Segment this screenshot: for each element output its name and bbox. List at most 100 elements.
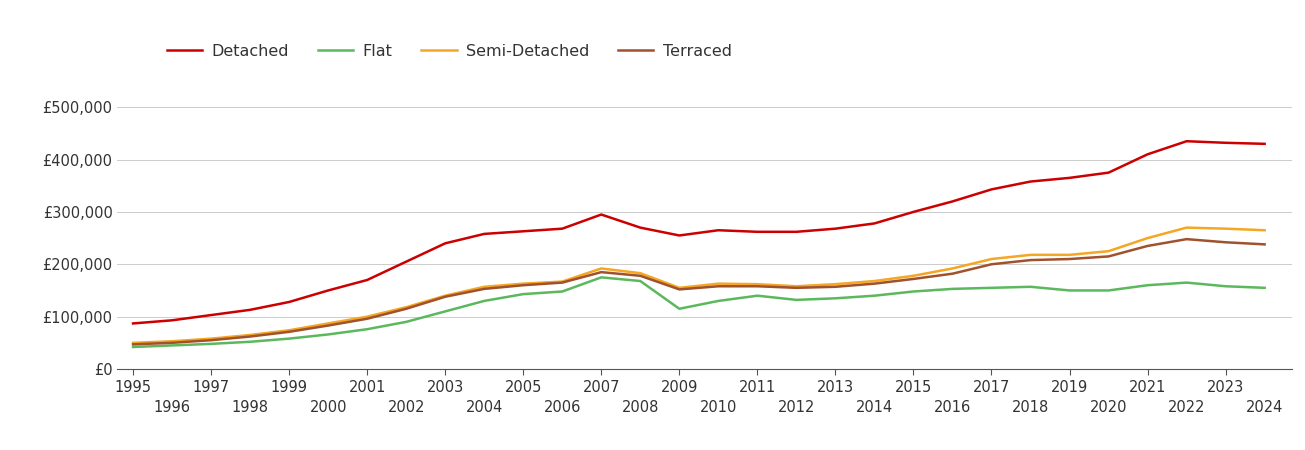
Detached: [1100, 170, 1116, 176]
Semi-Detached: [125, 340, 141, 346]
Line: Flat: Flat: [133, 277, 1265, 347]
Terraced: [1100, 254, 1116, 259]
Semi-Detached: [672, 285, 688, 291]
Detached: [633, 225, 649, 230]
Flat: [788, 297, 804, 302]
Semi-Detached: [476, 284, 492, 289]
Terraced: [788, 285, 804, 291]
Detached: [867, 221, 882, 226]
Semi-Detached: [320, 321, 335, 326]
Flat: [320, 332, 335, 337]
Semi-Detached: [164, 338, 180, 344]
Flat: [1178, 280, 1194, 285]
Semi-Detached: [594, 266, 609, 271]
Flat: [867, 293, 882, 298]
Detached: [1218, 140, 1233, 145]
Legend: Detached, Flat, Semi-Detached, Terraced: Detached, Flat, Semi-Detached, Terraced: [161, 37, 739, 65]
Detached: [788, 229, 804, 234]
Flat: [672, 306, 688, 311]
Flat: [749, 293, 765, 298]
Terraced: [437, 294, 453, 299]
Semi-Detached: [1218, 226, 1233, 231]
Terraced: [867, 281, 882, 286]
Detached: [515, 229, 531, 234]
Line: Detached: Detached: [133, 141, 1265, 324]
Flat: [555, 289, 570, 294]
Terraced: [633, 273, 649, 279]
Semi-Detached: [788, 284, 804, 289]
Semi-Detached: [633, 270, 649, 276]
Flat: [515, 292, 531, 297]
Flat: [359, 327, 375, 332]
Detached: [710, 228, 726, 233]
Semi-Detached: [1178, 225, 1194, 230]
Semi-Detached: [867, 279, 882, 284]
Terraced: [827, 284, 843, 289]
Semi-Detached: [1023, 252, 1039, 257]
Terraced: [984, 261, 1000, 267]
Flat: [282, 336, 298, 342]
Semi-Detached: [1257, 228, 1272, 233]
Detached: [204, 312, 219, 318]
Semi-Detached: [243, 332, 258, 338]
Terraced: [1062, 256, 1078, 262]
Semi-Detached: [398, 305, 414, 310]
Flat: [243, 339, 258, 344]
Detached: [1062, 175, 1078, 180]
Flat: [594, 274, 609, 280]
Detached: [243, 307, 258, 313]
Flat: [398, 319, 414, 324]
Terraced: [1178, 236, 1194, 242]
Detached: [555, 226, 570, 231]
Flat: [1218, 284, 1233, 289]
Flat: [1257, 285, 1272, 291]
Terraced: [945, 271, 960, 276]
Detached: [1023, 179, 1039, 184]
Detached: [672, 233, 688, 238]
Flat: [1062, 288, 1078, 293]
Detached: [1139, 152, 1155, 157]
Terraced: [125, 342, 141, 347]
Detached: [359, 277, 375, 283]
Detached: [437, 241, 453, 246]
Semi-Detached: [710, 281, 726, 286]
Terraced: [1139, 243, 1155, 249]
Terraced: [1257, 242, 1272, 247]
Detached: [398, 259, 414, 264]
Terraced: [398, 306, 414, 311]
Flat: [1023, 284, 1039, 289]
Line: Terraced: Terraced: [133, 239, 1265, 344]
Semi-Detached: [945, 266, 960, 271]
Flat: [125, 344, 141, 350]
Terraced: [749, 284, 765, 289]
Semi-Detached: [359, 314, 375, 319]
Terraced: [476, 286, 492, 292]
Detached: [125, 321, 141, 326]
Terraced: [672, 287, 688, 292]
Semi-Detached: [555, 279, 570, 284]
Semi-Detached: [827, 281, 843, 287]
Terraced: [594, 270, 609, 275]
Semi-Detached: [1062, 252, 1078, 257]
Detached: [749, 229, 765, 234]
Terraced: [164, 340, 180, 346]
Detached: [1178, 139, 1194, 144]
Flat: [1100, 288, 1116, 293]
Terraced: [359, 316, 375, 321]
Flat: [945, 286, 960, 292]
Semi-Detached: [515, 281, 531, 286]
Flat: [204, 341, 219, 346]
Line: Semi-Detached: Semi-Detached: [133, 228, 1265, 343]
Semi-Detached: [282, 328, 298, 333]
Semi-Detached: [1100, 248, 1116, 254]
Semi-Detached: [984, 256, 1000, 262]
Flat: [1139, 283, 1155, 288]
Terraced: [515, 283, 531, 288]
Flat: [906, 289, 921, 294]
Detached: [476, 231, 492, 237]
Semi-Detached: [437, 293, 453, 298]
Terraced: [282, 329, 298, 334]
Detached: [945, 199, 960, 204]
Detached: [906, 209, 921, 215]
Flat: [710, 298, 726, 304]
